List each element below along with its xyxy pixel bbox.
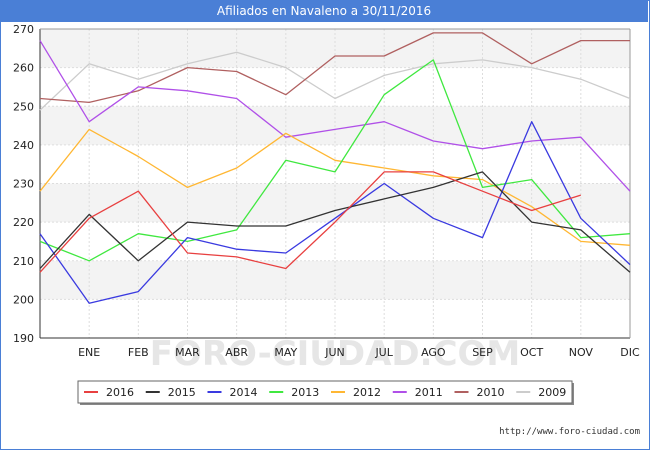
series-line-2014: [39, 121, 631, 304]
legend-label-2013: 2013: [291, 386, 319, 399]
x-tick-label: ABR: [225, 346, 248, 359]
legend-box: [77, 380, 573, 404]
legend-label-2012: 2012: [353, 386, 381, 399]
x-tick-label: FEB: [128, 346, 149, 359]
x-tick-label: ENE: [78, 346, 100, 359]
series-line-2011: [39, 40, 631, 192]
x-tick-label: NOV: [569, 346, 594, 359]
x-tick-label: JUL: [374, 346, 393, 359]
x-tick-labels: ENE FEB MAR ABR MAY JUN JUL AGO SEP OCT NOV DIC: [78, 346, 640, 359]
y-tick-label: 230: [13, 178, 34, 191]
x-tick-label: MAY: [274, 346, 297, 359]
series-line-2016: [39, 171, 581, 273]
y-tick-label: 220: [13, 216, 34, 229]
y-tick-label: 240: [13, 139, 34, 152]
series-lines: [39, 32, 631, 304]
watermark: FORO-CIUDAD.COM: [150, 334, 521, 374]
legend-label-2016: 2016: [106, 386, 134, 399]
legend-label-2009: 2009: [538, 386, 566, 399]
chart-title: Afiliados en Navaleno a 30/11/2016: [0, 0, 648, 22]
series-line-2010: [39, 32, 630, 104]
axes: [39, 28, 631, 339]
legend-label-2015: 2015: [168, 386, 196, 399]
source-link[interactable]: http://www.foro-ciudad.com: [499, 427, 640, 437]
series-line-2012: [39, 128, 631, 246]
legend: 2016 2015 2014 2013 2012 2011 2010 2009: [77, 380, 574, 405]
series-line-2009: [39, 51, 631, 111]
y-tick-label: 260: [13, 62, 34, 75]
plot-band: [40, 260, 630, 300]
legend-label-2010: 2010: [477, 386, 505, 399]
series-line-2015: [39, 171, 631, 273]
y-tick-labels: 190 200 210 220 230 240 250 260 270: [13, 23, 34, 345]
x-tick-label: JUN: [324, 346, 345, 359]
x-tick-label: MAR: [175, 346, 200, 359]
legend-label-2011: 2011: [415, 386, 443, 399]
legend-label-2014: 2014: [230, 386, 258, 399]
x-tick-label: DIC: [620, 346, 640, 359]
y-tick-label: 200: [13, 293, 34, 306]
y-tick-label: 270: [13, 23, 34, 36]
x-tick-label: OCT: [520, 346, 543, 359]
series-line-2013: [39, 59, 631, 262]
y-tick-label: 210: [13, 255, 34, 268]
x-tick-label: SEP: [472, 346, 493, 359]
y-tick-label: 190: [13, 332, 34, 345]
y-tick-label: 250: [13, 100, 34, 113]
x-tick-label: AGO: [421, 346, 446, 359]
